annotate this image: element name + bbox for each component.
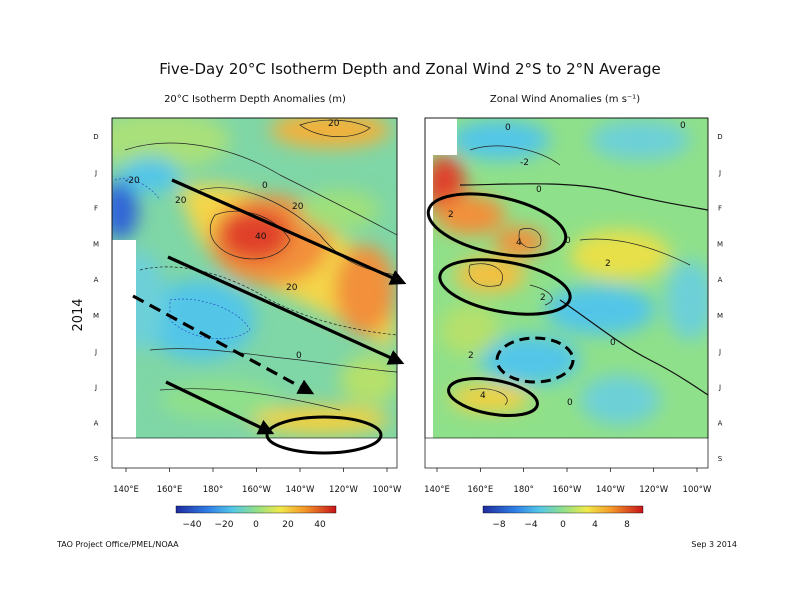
contour-label: 0	[505, 123, 511, 133]
x-tick-label: 100°W	[373, 485, 402, 495]
isotherm-heatmap: 20 20 40 -20 0 20 0 20	[112, 118, 397, 438]
x-tick-label: 160°E	[467, 485, 493, 495]
annotation-ellipse	[265, 415, 383, 455]
contour-label: 0	[536, 185, 542, 195]
wind-axes	[424, 117, 709, 469]
contour-label: 0	[610, 338, 616, 348]
x-tick-label: 100°W	[683, 485, 712, 495]
colorbar-tick-label: −20	[215, 520, 234, 530]
contour-label: 20	[292, 202, 304, 212]
month-label: A	[94, 419, 99, 427]
contour-label: 0	[680, 121, 686, 131]
contour-label: 2	[605, 259, 611, 269]
x-tick-label: 160°W	[553, 485, 582, 495]
colorbar-tick-label: 0	[560, 520, 566, 530]
month-label: S	[94, 455, 99, 463]
annotation-arrow-dashed	[132, 294, 315, 395]
contour-label: 4	[480, 391, 486, 401]
colorbar-tick-label: 0	[253, 520, 259, 530]
x-tick-label: 120°W	[329, 485, 358, 495]
month-label: J	[718, 169, 721, 177]
annotation-arrow	[171, 178, 407, 285]
panel-subtitle-isotherm: 20°C Isotherm Depth Anomalies (m)	[164, 94, 346, 105]
colorbar-isotherm	[175, 505, 337, 514]
contour-label: 2	[448, 210, 454, 220]
colorbar-ticks-isotherm: −40 −20 0 20 40	[183, 520, 326, 530]
colorbar-tick-label: −40	[183, 520, 202, 530]
annotation-ellipse	[438, 258, 572, 316]
panel-subtitle-wind: Zonal Wind Anomalies (m s⁻¹)	[490, 94, 640, 105]
month-label: J	[94, 348, 97, 356]
contour-label: 0	[565, 236, 571, 246]
month-label: A	[718, 276, 723, 284]
annotation-arrow	[165, 380, 275, 435]
x-tick-label: 140°E	[424, 485, 450, 495]
month-labels-right: D J F M A M J J A S	[717, 133, 723, 463]
colorbar-tick-label: 20	[282, 520, 294, 530]
contour-label: 0	[262, 181, 268, 191]
month-label: A	[94, 276, 99, 284]
contour-label: 40	[255, 232, 267, 242]
contour-label: 20	[286, 283, 298, 293]
contour-label: 2	[468, 351, 474, 361]
colorbar-wind	[482, 505, 644, 514]
footer-credit: TAO Project Office/PMEL/NOAA	[56, 540, 179, 549]
month-label: M	[717, 240, 723, 248]
contour-label: 20	[175, 196, 187, 206]
chart-title: Five-Day 20°C Isotherm Depth and Zonal W…	[159, 60, 661, 78]
contour-label: 20	[328, 119, 340, 129]
year-label: 2014	[71, 298, 86, 331]
month-label: J	[718, 384, 721, 392]
x-tick-label: 120°W	[639, 485, 668, 495]
month-label: D	[717, 133, 722, 141]
wind-heatmap: 0 -2 0 2 0 2 4 2 4 0 0 2 0	[433, 118, 708, 438]
month-label: M	[717, 312, 723, 320]
footer-date: Sep 3 2014	[691, 540, 737, 549]
annotation-ellipse	[447, 377, 539, 417]
contour-label: 0	[296, 351, 302, 361]
x-tick-labels-right: 140°E 160°E 180° 160°W 140°W 120°W 100°W	[424, 468, 712, 495]
colorbar-tick-label: 4	[592, 520, 598, 530]
x-tick-label: 140°W	[286, 485, 315, 495]
month-label: J	[94, 384, 97, 392]
colorbar-tick-label: 8	[624, 520, 630, 530]
x-tick-label: 160°E	[157, 485, 183, 495]
annotation-arrows	[132, 178, 407, 435]
month-label: J	[94, 169, 97, 177]
x-tick-label: 140°E	[113, 485, 139, 495]
annotation-ellipse-dashed	[495, 336, 575, 384]
isotherm-axes	[111, 117, 398, 469]
contour-label: 4	[516, 238, 522, 248]
contour-label: 2	[540, 293, 546, 303]
colorbar-tick-label: −4	[524, 520, 538, 530]
month-label: D	[93, 133, 98, 141]
annotation-arrow	[167, 255, 405, 365]
contour-label: 0	[567, 398, 573, 408]
month-label: F	[718, 205, 722, 213]
x-tick-label: 180°	[513, 485, 533, 495]
contour-label: -20	[125, 176, 140, 186]
month-labels-left: D J F M A M J J A S	[93, 133, 99, 463]
month-label: J	[718, 348, 721, 356]
colorbar-ticks-wind: −8 −4 0 4 8	[492, 520, 630, 530]
month-label: F	[94, 205, 98, 213]
month-label: M	[93, 240, 99, 248]
x-tick-labels-left: 140°E 160°E 180° 160°W 140°W 120°W 100°W	[113, 468, 402, 495]
month-label: A	[718, 419, 723, 427]
annotation-ellipses	[265, 192, 575, 455]
colorbar-tick-label: −8	[492, 520, 506, 530]
contour-label: -2	[520, 158, 529, 168]
x-tick-label: 180°	[203, 485, 223, 495]
x-tick-label: 160°W	[242, 485, 271, 495]
colorbar-tick-label: 40	[314, 520, 326, 530]
month-label: S	[718, 455, 723, 463]
annotation-ellipse	[426, 192, 568, 258]
month-label: M	[93, 312, 99, 320]
x-tick-label: 140°W	[596, 485, 625, 495]
